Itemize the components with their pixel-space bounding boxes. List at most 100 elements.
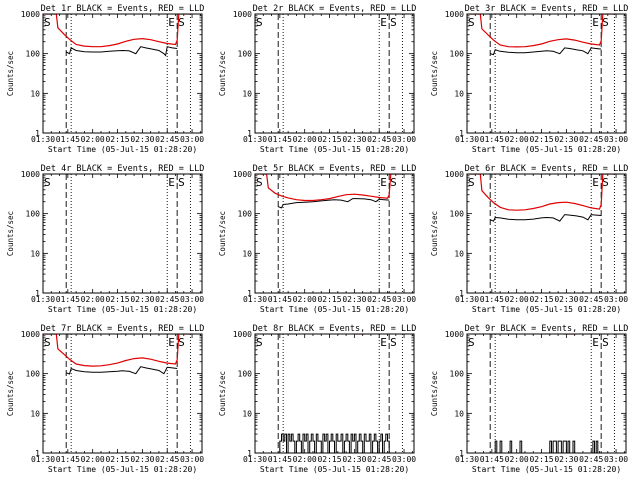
- y-tick-label: 1: [459, 289, 464, 298]
- y-tick-label: 10: [30, 409, 40, 418]
- x-tick-label: 02:30: [342, 295, 366, 304]
- y-tick-label: 100: [26, 370, 41, 379]
- x-axis-label: Start Time (05-Jul-15 01:28:20): [472, 305, 621, 314]
- y-tick-label: 1000: [445, 170, 464, 179]
- marker-e: E: [592, 176, 599, 189]
- y-axis-label: Counts/sec: [218, 211, 227, 256]
- series-group: [255, 174, 403, 209]
- marker-s: S: [178, 336, 185, 349]
- marker-e: E: [380, 336, 387, 349]
- y-tick-label: 1: [247, 449, 252, 458]
- x-tick-label: 02:15: [529, 455, 553, 464]
- y-axis-label: Counts/sec: [430, 211, 439, 256]
- chart-title: Det 2r BLACK = Events, RED = LLD: [253, 4, 417, 14]
- y-axis-label: Counts/sec: [430, 51, 439, 96]
- series-group: [43, 334, 191, 375]
- y-tick-label: 1: [247, 289, 252, 298]
- plot-frame: [466, 333, 627, 454]
- y-tick-label: 10: [454, 409, 464, 418]
- y-tick-label: 100: [26, 50, 41, 59]
- x-tick-label: 02:00: [81, 295, 105, 304]
- y-axis-label: Counts/sec: [6, 371, 15, 416]
- y-tick-label: 1: [35, 449, 40, 458]
- chart-title: Det 1r BLACK = Events, RED = LLD: [41, 4, 205, 14]
- plot-frame: [254, 13, 415, 134]
- chart-title: Det 8r BLACK = Events, RED = LLD: [253, 324, 417, 334]
- marker-e: E: [380, 16, 387, 29]
- y-tick-label: 1000: [233, 170, 252, 179]
- x-axis-label: Start Time (05-Jul-15 01:28:20): [472, 465, 621, 474]
- y-tick-label: 1000: [233, 330, 252, 339]
- x-tick-label: 02:30: [554, 135, 578, 144]
- y-tick-label: 1000: [21, 10, 40, 19]
- x-tick-label: 02:30: [130, 135, 154, 144]
- x-tick-label: 01:45: [56, 455, 80, 464]
- x-tick-label: 02:30: [130, 455, 154, 464]
- x-tick-label: 03:00: [180, 135, 204, 144]
- x-tick-label: 02:15: [317, 455, 341, 464]
- marker-s: S: [256, 16, 263, 29]
- x-axis-label: Start Time (05-Jul-15 01:28:20): [472, 145, 621, 154]
- marker-s: S: [44, 16, 51, 29]
- chart-panel-4: Det 4r BLACK = Events, RED = LLD Counts/s…: [6, 164, 204, 314]
- marker-s: S: [178, 176, 185, 189]
- x-tick-label: 02:00: [293, 295, 317, 304]
- marker-s: S: [44, 176, 51, 189]
- x-tick-label: 02:15: [317, 135, 341, 144]
- x-tick-label: 01:30: [243, 135, 267, 144]
- x-tick-label: 01:30: [31, 295, 55, 304]
- plot-frame: [42, 173, 203, 294]
- y-tick-label: 100: [238, 50, 253, 59]
- series-events: [66, 366, 178, 375]
- y-axis-label: Counts/sec: [430, 371, 439, 416]
- chart-panel-9: Det 9r BLACK = Events, RED = LLD Counts/s…: [430, 324, 628, 474]
- series-lld: [43, 14, 191, 48]
- x-tick-label: 02:45: [155, 295, 179, 304]
- x-tick-label: 02:30: [554, 295, 578, 304]
- x-tick-label: 01:45: [56, 295, 80, 304]
- y-tick-label: 10: [242, 409, 252, 418]
- y-tick-label: 10: [30, 89, 40, 98]
- x-tick-label: 01:45: [480, 295, 504, 304]
- x-axis-label: Start Time (05-Jul-15 01:28:20): [48, 145, 197, 154]
- chart-panel-5: Det 5r BLACK = Events, RED = LLD Counts/s…: [218, 164, 416, 314]
- x-tick-label: 01:45: [268, 295, 292, 304]
- x-tick-label: 02:15: [529, 295, 553, 304]
- x-tick-label: 02:00: [81, 455, 105, 464]
- y-tick-label: 10: [30, 249, 40, 258]
- series-lld: [255, 174, 403, 202]
- chart-title: Det 7r BLACK = Events, RED = LLD: [41, 324, 205, 334]
- marker-s: S: [390, 336, 397, 349]
- x-tick-label: 02:45: [579, 295, 603, 304]
- y-axis-label: Counts/sec: [6, 51, 15, 96]
- marker-s: S: [468, 336, 475, 349]
- x-tick-label: 01:30: [31, 135, 55, 144]
- plot-frame: [254, 173, 415, 294]
- x-tick-label: 01:45: [268, 135, 292, 144]
- x-tick-label: 02:30: [554, 455, 578, 464]
- y-tick-label: 1: [35, 129, 40, 138]
- y-tick-label: 10: [454, 249, 464, 258]
- marker-s: S: [256, 336, 263, 349]
- chart-panel-8: Det 8r BLACK = Events, RED = LLD Counts/s…: [218, 324, 416, 474]
- x-tick-label: 02:30: [342, 135, 366, 144]
- marker-s: S: [602, 16, 609, 29]
- y-tick-label: 100: [238, 210, 253, 219]
- series-events: [278, 198, 390, 209]
- y-tick-label: 100: [450, 50, 465, 59]
- y-tick-label: 10: [454, 89, 464, 98]
- marker-e: E: [592, 16, 599, 29]
- chart-title: Det 5r BLACK = Events, RED = LLD: [253, 164, 417, 174]
- chart-panel-6: Det 6r BLACK = Events, RED = LLD Counts/s…: [430, 164, 628, 314]
- series-events: [490, 214, 602, 222]
- x-tick-label: 03:00: [392, 295, 416, 304]
- y-tick-label: 100: [450, 210, 465, 219]
- y-tick-label: 1000: [445, 330, 464, 339]
- x-tick-label: 02:15: [105, 455, 129, 464]
- x-tick-label: 01:30: [243, 455, 267, 464]
- x-tick-label: 01:30: [455, 295, 479, 304]
- x-tick-label: 01:45: [56, 135, 80, 144]
- series-group: [493, 334, 603, 453]
- marker-e: E: [380, 176, 387, 189]
